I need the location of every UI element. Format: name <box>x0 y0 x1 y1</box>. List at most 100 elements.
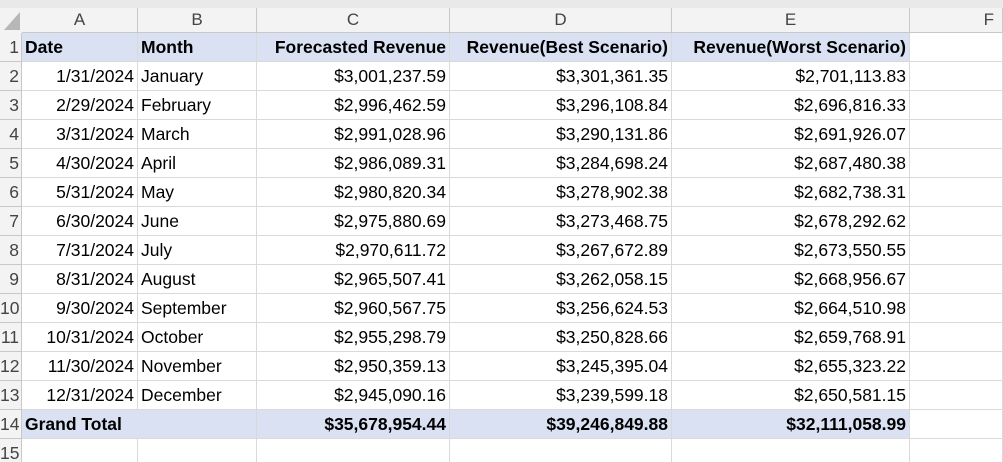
data-cell[interactable]: 4/30/2024 <box>22 149 138 178</box>
row-header[interactable]: 15 <box>0 439 22 462</box>
data-cell[interactable]: $3,267,672.89 <box>450 236 672 265</box>
data-cell[interactable]: 8/31/2024 <box>22 265 138 294</box>
empty-cell[interactable] <box>910 62 1003 91</box>
empty-cell[interactable] <box>450 439 672 462</box>
header-cell[interactable]: Month <box>138 33 257 62</box>
data-cell[interactable]: 2/29/2024 <box>22 91 138 120</box>
data-cell[interactable]: 10/31/2024 <box>22 323 138 352</box>
data-cell[interactable]: $2,673,550.55 <box>672 236 910 265</box>
empty-cell[interactable] <box>910 439 1003 462</box>
row-header[interactable]: 11 <box>0 323 22 352</box>
header-cell[interactable]: Forecasted Revenue <box>257 33 450 62</box>
data-cell[interactable]: $2,950,359.13 <box>257 352 450 381</box>
empty-cell[interactable] <box>910 91 1003 120</box>
data-cell[interactable]: $3,284,698.24 <box>450 149 672 178</box>
data-cell[interactable]: $3,278,902.38 <box>450 178 672 207</box>
row-header[interactable]: 6 <box>0 178 22 207</box>
data-cell[interactable]: $3,290,131.86 <box>450 120 672 149</box>
empty-cell[interactable] <box>910 410 1003 439</box>
total-cell[interactable]: $35,678,954.44 <box>257 410 450 439</box>
data-cell[interactable]: $3,256,624.53 <box>450 294 672 323</box>
data-cell[interactable]: $3,250,828.66 <box>450 323 672 352</box>
data-cell[interactable]: February <box>138 91 257 120</box>
data-cell[interactable]: 6/30/2024 <box>22 207 138 236</box>
data-cell[interactable]: $3,001,237.59 <box>257 62 450 91</box>
row-header[interactable]: 8 <box>0 236 22 265</box>
data-cell[interactable]: September <box>138 294 257 323</box>
column-header[interactable]: D <box>450 8 672 33</box>
data-cell[interactable]: $2,991,028.96 <box>257 120 450 149</box>
data-cell[interactable]: $2,996,462.59 <box>257 91 450 120</box>
data-cell[interactable]: 7/31/2024 <box>22 236 138 265</box>
data-cell[interactable]: $2,668,956.67 <box>672 265 910 294</box>
total-cell[interactable]: $32,111,058.99 <box>672 410 910 439</box>
data-cell[interactable]: $2,664,510.98 <box>672 294 910 323</box>
data-cell[interactable]: July <box>138 236 257 265</box>
data-cell[interactable]: $3,245,395.04 <box>450 352 672 381</box>
data-cell[interactable]: 9/30/2024 <box>22 294 138 323</box>
empty-cell[interactable] <box>910 149 1003 178</box>
data-cell[interactable]: 11/30/2024 <box>22 352 138 381</box>
row-header[interactable]: 13 <box>0 381 22 410</box>
empty-cell[interactable] <box>672 439 910 462</box>
header-cell[interactable]: Revenue(Best Scenario) <box>450 33 672 62</box>
empty-cell[interactable] <box>910 120 1003 149</box>
column-header[interactable]: A <box>22 8 138 33</box>
column-header[interactable]: E <box>672 8 910 33</box>
empty-cell[interactable] <box>910 352 1003 381</box>
data-cell[interactable]: December <box>138 381 257 410</box>
data-cell[interactable]: May <box>138 178 257 207</box>
data-cell[interactable]: November <box>138 352 257 381</box>
row-header[interactable]: 5 <box>0 149 22 178</box>
column-header[interactable]: F <box>910 8 1003 33</box>
data-cell[interactable]: 5/31/2024 <box>22 178 138 207</box>
data-cell[interactable]: $3,239,599.18 <box>450 381 672 410</box>
data-cell[interactable]: $2,659,768.91 <box>672 323 910 352</box>
row-header[interactable]: 4 <box>0 120 22 149</box>
empty-cell[interactable] <box>910 265 1003 294</box>
total-cell[interactable]: $39,246,849.88 <box>450 410 672 439</box>
data-cell[interactable]: $2,975,880.69 <box>257 207 450 236</box>
empty-cell[interactable] <box>138 439 257 462</box>
data-cell[interactable]: $2,701,113.83 <box>672 62 910 91</box>
select-all-corner[interactable] <box>0 8 22 33</box>
empty-cell[interactable] <box>910 294 1003 323</box>
row-header[interactable]: 3 <box>0 91 22 120</box>
data-cell[interactable]: $3,301,361.35 <box>450 62 672 91</box>
empty-cell[interactable] <box>22 439 138 462</box>
data-cell[interactable]: $2,960,567.75 <box>257 294 450 323</box>
data-cell[interactable]: $3,262,058.15 <box>450 265 672 294</box>
row-header[interactable]: 10 <box>0 294 22 323</box>
column-header[interactable]: C <box>257 8 450 33</box>
data-cell[interactable]: 1/31/2024 <box>22 62 138 91</box>
data-cell[interactable]: $2,678,292.62 <box>672 207 910 236</box>
data-cell[interactable]: $2,696,816.33 <box>672 91 910 120</box>
empty-cell[interactable] <box>910 178 1003 207</box>
empty-cell[interactable] <box>257 439 450 462</box>
data-cell[interactable]: August <box>138 265 257 294</box>
data-cell[interactable]: $2,986,089.31 <box>257 149 450 178</box>
row-header[interactable]: 12 <box>0 352 22 381</box>
data-cell[interactable]: June <box>138 207 257 236</box>
row-header[interactable]: 9 <box>0 265 22 294</box>
column-header[interactable]: B <box>138 8 257 33</box>
row-header[interactable]: 1 <box>0 33 22 62</box>
row-header[interactable]: 7 <box>0 207 22 236</box>
empty-cell[interactable] <box>910 207 1003 236</box>
data-cell[interactable]: January <box>138 62 257 91</box>
empty-cell[interactable] <box>910 381 1003 410</box>
empty-cell[interactable] <box>910 323 1003 352</box>
empty-cell[interactable] <box>910 33 1003 62</box>
total-label[interactable]: Grand Total <box>22 410 257 439</box>
header-cell[interactable]: Revenue(Worst Scenario) <box>672 33 910 62</box>
row-header[interactable]: 14 <box>0 410 22 439</box>
data-cell[interactable]: $2,980,820.34 <box>257 178 450 207</box>
data-cell[interactable]: $2,945,090.16 <box>257 381 450 410</box>
data-cell[interactable]: $2,682,738.31 <box>672 178 910 207</box>
data-cell[interactable]: April <box>138 149 257 178</box>
data-cell[interactable]: $2,955,298.79 <box>257 323 450 352</box>
row-header[interactable]: 2 <box>0 62 22 91</box>
data-cell[interactable]: March <box>138 120 257 149</box>
data-cell[interactable]: $3,273,468.75 <box>450 207 672 236</box>
data-cell[interactable]: October <box>138 323 257 352</box>
